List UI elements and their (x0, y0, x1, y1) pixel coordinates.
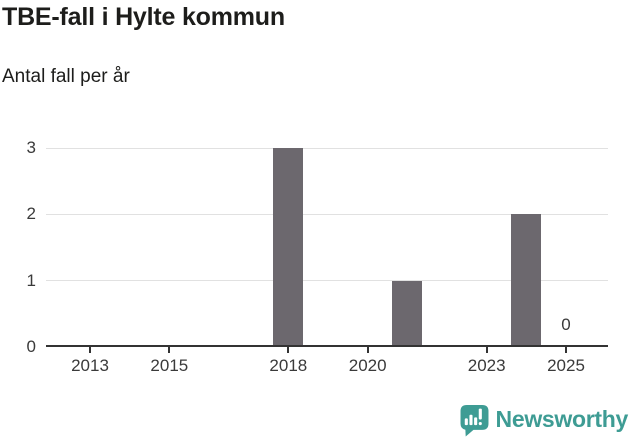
y-tick-label-2: 2 (26, 204, 36, 224)
icon-bar-3 (473, 416, 477, 425)
icon-bar-1 (464, 417, 468, 425)
x-axis-line (46, 345, 608, 347)
chart-title: TBE-fall i Hylte kommun (2, 3, 285, 31)
gridline-3 (46, 147, 608, 149)
y-tick-label-1: 1 (26, 270, 36, 290)
gridline-1 (46, 280, 608, 282)
bar-2018 (273, 148, 304, 347)
icon-exclamation-dot (478, 421, 482, 425)
x-tick-label-2020: 2020 (348, 356, 387, 375)
x-tick-2025 (565, 347, 567, 353)
x-tick-2020 (366, 347, 369, 353)
x-tick-label-2023: 2023 (467, 356, 506, 375)
icon-exclamation-stem (478, 408, 482, 419)
bar-2024 (511, 214, 542, 347)
gridline-2 (46, 213, 608, 215)
icon-bar-2 (468, 414, 473, 425)
newsworthy-logo: Newsworthy (460, 402, 629, 437)
brand-name: Newsworthy (495, 405, 629, 432)
bar-2021 (392, 280, 423, 347)
x-tick-label-2025: 2025 (547, 356, 585, 375)
x-tick-2013 (89, 347, 91, 353)
y-tick-label-0: 0 (26, 337, 36, 356)
x-tick-2018 (287, 347, 290, 353)
x-tick-label-2013: 2013 (71, 356, 109, 375)
value-label-2025: 0 (561, 315, 571, 334)
x-tick-2015 (168, 347, 171, 353)
newsworthy-icon (460, 404, 488, 437)
x-tick-2023 (485, 347, 488, 353)
y-tick-label-3: 3 (26, 138, 36, 157)
chart-subtitle: Antal fall per år (2, 66, 130, 87)
x-tick-label-2018: 2018 (269, 356, 308, 375)
x-tick-label-2015: 2015 (150, 356, 189, 375)
